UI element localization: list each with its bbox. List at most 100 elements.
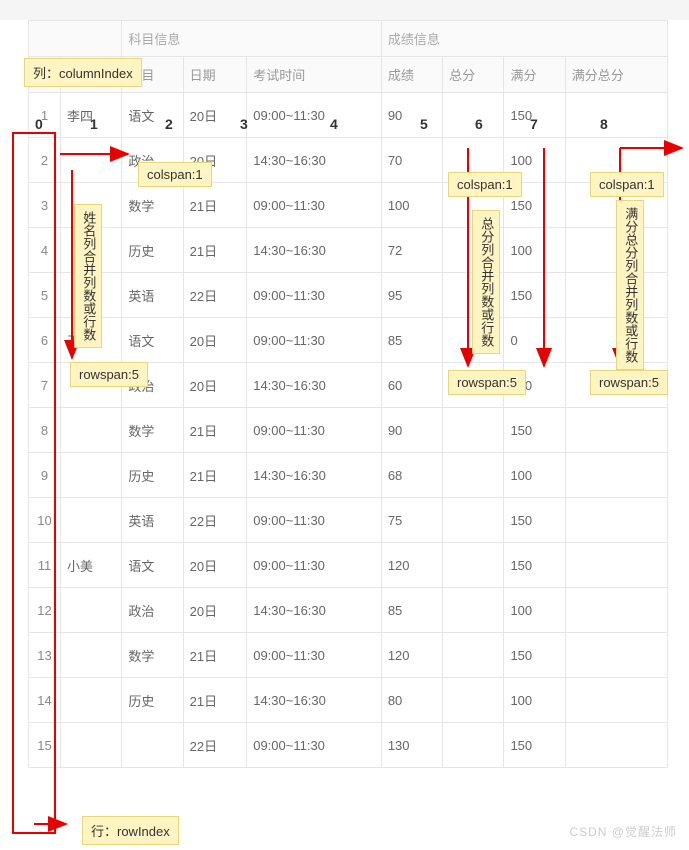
- table-cell: 5: [29, 273, 61, 318]
- col-time: 考试时间: [247, 57, 382, 93]
- table-cell: 2: [29, 138, 61, 183]
- data-table: 科目信息 成绩信息 科目 日期 考试时间 成绩 总分 满分 满分总分 1李四语文…: [28, 20, 668, 768]
- col-index-0: 0: [35, 116, 43, 132]
- col-fulltotal: 满分总分: [565, 57, 667, 93]
- table-cell: [565, 453, 667, 498]
- table-row: 1522日09:00~11:30130150: [29, 723, 668, 768]
- table-row: 3数学21日09:00~11:30100150: [29, 183, 668, 228]
- table-row: 13数学21日09:00~11:30120150: [29, 633, 668, 678]
- table-row: 10英语22日09:00~11:3075150: [29, 498, 668, 543]
- note-colspan-2: colspan:1: [448, 172, 522, 197]
- table-cell: 14:30~16:30: [247, 588, 382, 633]
- hdr-score-info: 成绩信息: [381, 21, 667, 57]
- table-cell: 70: [381, 138, 442, 183]
- table-cell: 120: [381, 543, 442, 588]
- table-cell: [565, 93, 667, 138]
- table-row: 1李四语文20日09:00~11:3090150: [29, 93, 668, 138]
- col-total: 总分: [443, 57, 504, 93]
- table-cell: 21日: [183, 633, 247, 678]
- table-cell: 6: [29, 318, 61, 363]
- table-row: 2政治20日14:30~16:3070100: [29, 138, 668, 183]
- table-cell: [443, 633, 504, 678]
- table-cell: 7: [29, 363, 61, 408]
- col-index-3: 3: [240, 116, 248, 132]
- table-body: 1李四语文20日09:00~11:30901502政治20日14:30~16:3…: [29, 93, 668, 768]
- table-cell: [61, 498, 122, 543]
- table-cell: 60: [381, 363, 442, 408]
- col-index-7: 7: [530, 116, 538, 132]
- table-cell: 历史: [122, 678, 183, 723]
- table-cell: 120: [381, 633, 442, 678]
- table-cell: 历史: [122, 453, 183, 498]
- table-cell: 小美: [61, 543, 122, 588]
- col-index-2: 2: [165, 116, 173, 132]
- col-index-4: 4: [330, 116, 338, 132]
- table-cell: 09:00~11:30: [247, 273, 382, 318]
- table-cell: [443, 723, 504, 768]
- table-cell: 11: [29, 543, 61, 588]
- table-cell: 14:30~16:30: [247, 363, 382, 408]
- table-cell: [61, 633, 122, 678]
- table-row: 6王五语文20日09:00~11:30850: [29, 318, 668, 363]
- table-cell: 21日: [183, 678, 247, 723]
- col-score: 成绩: [381, 57, 442, 93]
- table-cell: 12: [29, 588, 61, 633]
- table-cell: 语文: [122, 543, 183, 588]
- table-cell: 20日: [183, 363, 247, 408]
- table-row: 9历史21日14:30~16:3068100: [29, 453, 668, 498]
- table-cell: 语文: [122, 318, 183, 363]
- table-cell: 22日: [183, 723, 247, 768]
- table-cell: 15: [29, 723, 61, 768]
- table-cell: [443, 93, 504, 138]
- table-cell: 0: [504, 318, 565, 363]
- diagram-container: 科目信息 成绩信息 科目 日期 考试时间 成绩 总分 满分 满分总分 1李四语文…: [0, 20, 689, 850]
- col-full: 满分: [504, 57, 565, 93]
- table-cell: 数学: [122, 408, 183, 453]
- table-cell: 75: [381, 498, 442, 543]
- table-cell: [61, 408, 122, 453]
- table-cell: 100: [504, 228, 565, 273]
- table-cell: 14:30~16:30: [247, 228, 382, 273]
- table-cell: 100: [504, 453, 565, 498]
- table-cell: [61, 138, 122, 183]
- table-cell: 8: [29, 408, 61, 453]
- table-cell: 20日: [183, 588, 247, 633]
- table-cell: 09:00~11:30: [247, 318, 382, 363]
- table-cell: 100: [381, 183, 442, 228]
- table-cell: [565, 588, 667, 633]
- watermark: CSDN @觉醒法师: [569, 823, 677, 840]
- table-cell: 09:00~11:30: [247, 408, 382, 453]
- hdr-blank: [29, 21, 122, 57]
- col-index-1: 1: [90, 116, 98, 132]
- table-cell: 数学: [122, 183, 183, 228]
- table-cell: 100: [504, 588, 565, 633]
- table-cell: [61, 678, 122, 723]
- hdr-subject-info: 科目信息: [122, 21, 382, 57]
- table-cell: 20日: [183, 93, 247, 138]
- table-cell: [565, 408, 667, 453]
- table-cell: 9: [29, 453, 61, 498]
- note-rowspan-2: rowspan:5: [448, 370, 526, 395]
- table-cell: [61, 723, 122, 768]
- table-row: 5英语22日09:00~11:3095150: [29, 273, 668, 318]
- table-cell: 150: [504, 408, 565, 453]
- table-cell: 09:00~11:30: [247, 183, 382, 228]
- table-cell: [443, 498, 504, 543]
- table-cell: 09:00~11:30: [247, 633, 382, 678]
- table-cell: 历史: [122, 228, 183, 273]
- note-full-merge: 满分总分列合并列数或行数: [616, 200, 644, 370]
- table-cell: [443, 543, 504, 588]
- table-cell: 150: [504, 543, 565, 588]
- note-name-merge: 姓名列合并列数或行数: [74, 204, 102, 348]
- table-cell: 3: [29, 183, 61, 228]
- table-row: 11小美语文20日09:00~11:30120150: [29, 543, 668, 588]
- table-row: 12政治20日14:30~16:3085100: [29, 588, 668, 633]
- table-cell: 13: [29, 633, 61, 678]
- table-cell: [443, 408, 504, 453]
- table-cell: [565, 723, 667, 768]
- note-rowspan-3: rowspan:5: [590, 370, 668, 395]
- table-cell: 数学: [122, 633, 183, 678]
- table-cell: 21日: [183, 183, 247, 228]
- table-cell: 09:00~11:30: [247, 723, 382, 768]
- table-cell: [443, 453, 504, 498]
